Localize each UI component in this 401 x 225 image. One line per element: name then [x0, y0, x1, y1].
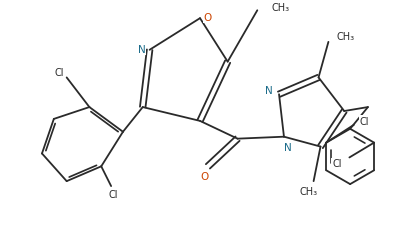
Text: N: N	[284, 142, 291, 152]
Text: O: O	[200, 171, 209, 181]
Text: CH₃: CH₃	[270, 3, 289, 13]
Text: CH₃: CH₃	[299, 186, 317, 196]
Text: O: O	[203, 13, 211, 23]
Text: Cl: Cl	[108, 189, 117, 199]
Text: CH₃: CH₃	[336, 32, 354, 42]
Text: N: N	[138, 45, 145, 54]
Text: Cl: Cl	[331, 159, 341, 169]
Text: Cl: Cl	[359, 116, 369, 126]
Text: Cl: Cl	[54, 67, 63, 77]
Text: N: N	[265, 86, 272, 96]
